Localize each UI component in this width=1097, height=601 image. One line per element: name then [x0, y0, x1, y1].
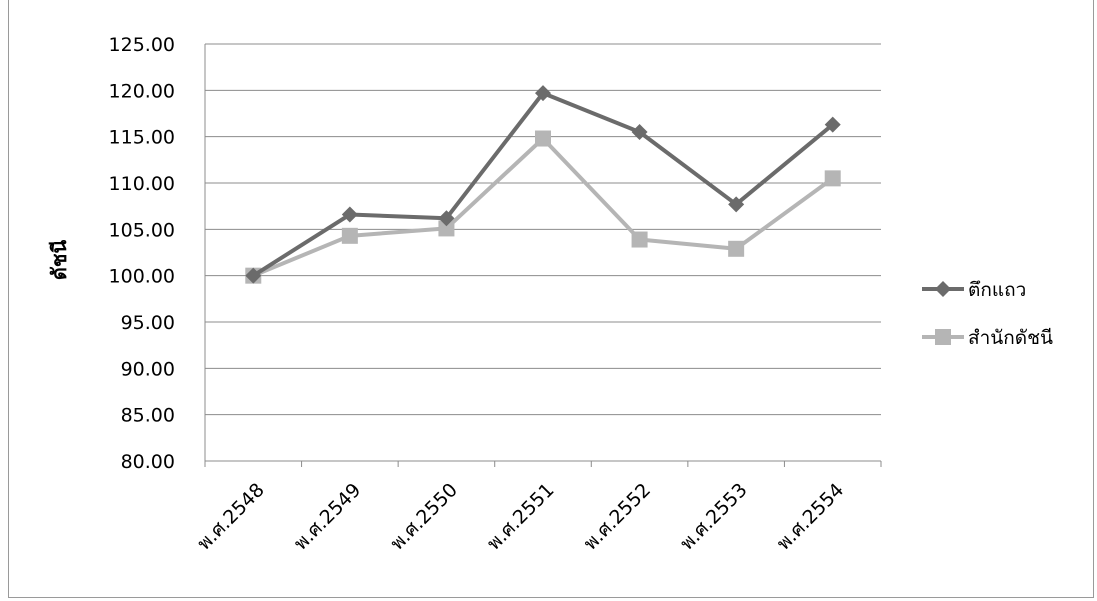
x-tick-label: พ.ศ.2554: [773, 479, 849, 555]
x-tick-label: พ.ศ.2548: [193, 479, 269, 555]
data-point: [438, 220, 455, 237]
series-line: [252, 91, 834, 278]
y-tick-label: 95.00: [121, 312, 175, 334]
y-tick-label: 85.00: [121, 405, 175, 427]
y-tick-label: 115.00: [109, 127, 175, 149]
x-tick-label: พ.ศ.2550: [386, 479, 462, 555]
x-tick-labels: พ.ศ.2548 พ.ศ.2549 พ.ศ.2550 พ.ศ.2551 พ.ศ.2552…: [193, 479, 848, 555]
y-tick-label: 100.00: [109, 266, 175, 288]
legend-marker: [935, 281, 951, 297]
series-group: [245, 85, 841, 284]
series-dark: [245, 85, 841, 284]
series-line: [252, 136, 834, 278]
data-point: [631, 124, 648, 141]
legend-item: สำนักดัชนี: [922, 327, 1053, 349]
y-tick-label: 90.00: [121, 358, 175, 380]
y-axis-label: ดัชนี: [47, 240, 71, 281]
legend-label: ตึกแถว: [968, 279, 1026, 301]
x-tick-label: พ.ศ.2549: [290, 479, 366, 555]
data-point: [631, 231, 648, 248]
y-tick-label: 80.00: [121, 451, 175, 473]
y-tick-label: 120.00: [109, 80, 175, 102]
y-tick-label: 105.00: [109, 219, 175, 241]
data-point: [245, 267, 262, 284]
data-point: [728, 196, 745, 213]
data-point: [824, 116, 841, 133]
data-point: [438, 210, 455, 227]
data-point: [535, 130, 551, 147]
y-tick-labels: 80.00 85.00 90.00 95.00 100.00 105.00 110.00 11…: [109, 34, 175, 473]
legend-label: สำนักดัชนี: [968, 327, 1053, 349]
y-tick-label: 110.00: [109, 173, 175, 195]
legend-item: ตึกแถว: [922, 279, 1026, 301]
data-point: [341, 227, 358, 244]
x-tick-label: พ.ศ.2552: [579, 479, 655, 555]
y-tick-label: 125.00: [109, 34, 175, 56]
data-point: [535, 85, 551, 102]
data-point: [728, 240, 745, 257]
chart-frame: [8, 0, 1094, 598]
x-tick-label: พ.ศ.2551: [483, 479, 559, 555]
series-light: [245, 130, 841, 284]
data-point: [824, 170, 841, 187]
x-tick-label: พ.ศ.2553: [676, 479, 752, 555]
legend-marker: [935, 329, 951, 345]
data-point: [341, 206, 358, 223]
